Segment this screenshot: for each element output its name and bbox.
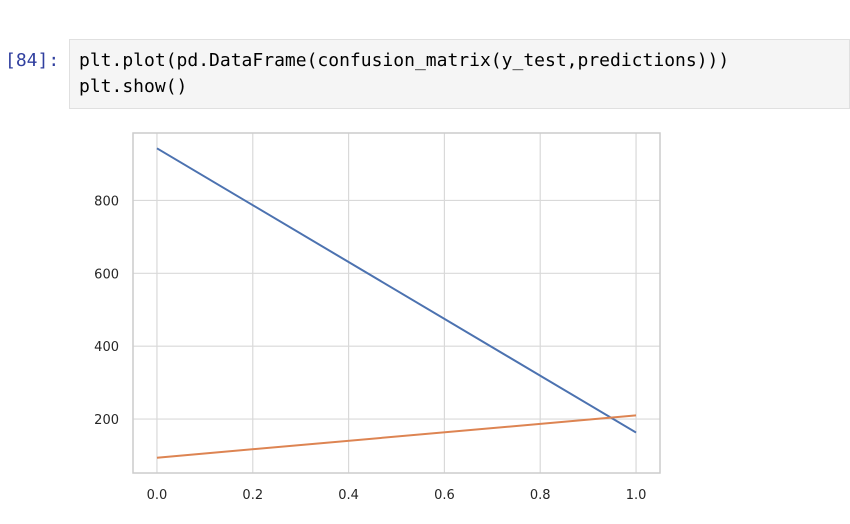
code-input-area[interactable]: plt.plot(pd.DataFrame(confusion_matrix(y… bbox=[69, 39, 850, 109]
x-tick-label: 0.2 bbox=[242, 488, 263, 503]
series-line bbox=[156, 147, 637, 434]
cell-output: 0.0 0.2 0.4 0.6 0.8 1.0 200 400 600 800 bbox=[69, 112, 850, 524]
code-line[interactable]: plt.show() bbox=[79, 76, 188, 97]
y-tick-label: 800 bbox=[94, 194, 119, 209]
y-tick-label: 200 bbox=[94, 413, 119, 428]
x-tick-label: 1.0 bbox=[626, 488, 647, 503]
input-prompt: [84]: bbox=[5, 50, 60, 71]
x-tick-label: 0.4 bbox=[338, 488, 359, 503]
x-tick-label: 0.6 bbox=[434, 488, 455, 503]
x-tick-label: 0.0 bbox=[147, 488, 168, 503]
plot-area bbox=[133, 133, 660, 473]
line-chart: 0.0 0.2 0.4 0.6 0.8 1.0 200 400 600 800 bbox=[94, 132, 661, 503]
code-line[interactable]: plt.plot(pd.DataFrame(confusion_matrix(y… bbox=[79, 50, 730, 71]
y-tick-label: 400 bbox=[94, 340, 119, 355]
x-tick-label: 0.8 bbox=[530, 488, 551, 503]
plot-frame bbox=[132, 132, 661, 474]
y-tick-label: 600 bbox=[94, 267, 119, 282]
series-line bbox=[156, 414, 637, 459]
